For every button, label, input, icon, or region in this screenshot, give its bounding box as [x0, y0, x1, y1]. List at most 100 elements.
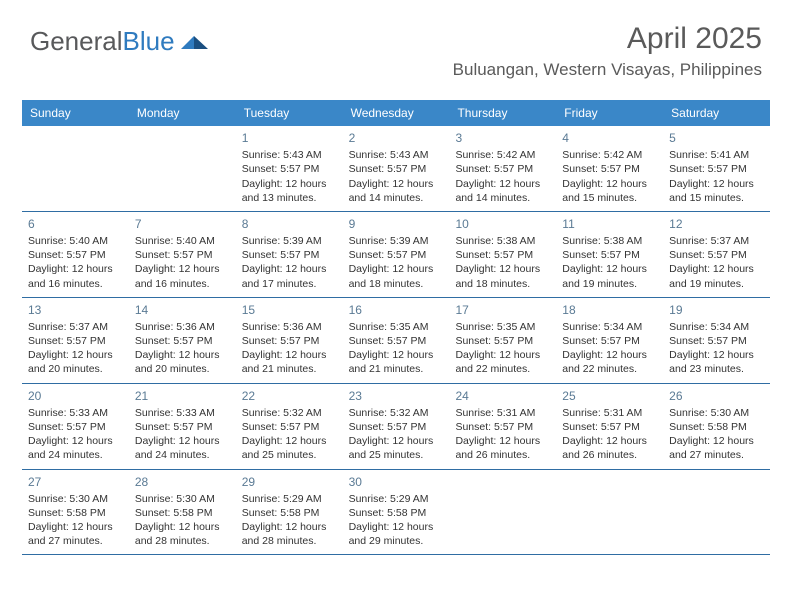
cell-line-daylight2: and 19 minutes. [562, 277, 657, 291]
day-cell: 1Sunrise: 5:43 AMSunset: 5:57 PMDaylight… [236, 126, 343, 211]
day-cell: 8Sunrise: 5:39 AMSunset: 5:57 PMDaylight… [236, 212, 343, 297]
empty-cell [663, 470, 770, 555]
cell-line-sunset: Sunset: 5:57 PM [562, 420, 657, 434]
day-header: Sunday [22, 100, 129, 126]
day-cell: 3Sunrise: 5:42 AMSunset: 5:57 PMDaylight… [449, 126, 556, 211]
day-number: 21 [135, 388, 230, 404]
cell-line-sunrise: Sunrise: 5:38 AM [562, 234, 657, 248]
cell-line-sunrise: Sunrise: 5:29 AM [242, 492, 337, 506]
day-cell: 19Sunrise: 5:34 AMSunset: 5:57 PMDayligh… [663, 298, 770, 383]
cell-line-sunset: Sunset: 5:57 PM [562, 162, 657, 176]
cell-line-daylight2: and 18 minutes. [455, 277, 550, 291]
cell-line-sunrise: Sunrise: 5:43 AM [242, 148, 337, 162]
cell-line-daylight2: and 13 minutes. [242, 191, 337, 205]
cell-line-daylight1: Daylight: 12 hours [242, 348, 337, 362]
week-row: 27Sunrise: 5:30 AMSunset: 5:58 PMDayligh… [22, 470, 770, 556]
cell-line-daylight2: and 24 minutes. [135, 448, 230, 462]
cell-line-sunset: Sunset: 5:57 PM [242, 420, 337, 434]
cell-line-daylight2: and 14 minutes. [349, 191, 444, 205]
cell-line-daylight2: and 20 minutes. [135, 362, 230, 376]
cell-line-daylight2: and 27 minutes. [669, 448, 764, 462]
cell-line-daylight1: Daylight: 12 hours [349, 520, 444, 534]
day-cell: 29Sunrise: 5:29 AMSunset: 5:58 PMDayligh… [236, 470, 343, 555]
cell-line-sunset: Sunset: 5:57 PM [455, 420, 550, 434]
cell-line-sunset: Sunset: 5:57 PM [242, 162, 337, 176]
location: Buluangan, Western Visayas, Philippines [453, 60, 762, 80]
cell-line-sunset: Sunset: 5:58 PM [349, 506, 444, 520]
day-number: 24 [455, 388, 550, 404]
cell-line-daylight2: and 21 minutes. [349, 362, 444, 376]
day-number: 20 [28, 388, 123, 404]
day-number: 10 [455, 216, 550, 232]
day-cell: 22Sunrise: 5:32 AMSunset: 5:57 PMDayligh… [236, 384, 343, 469]
cell-line-daylight1: Daylight: 12 hours [242, 262, 337, 276]
cell-line-sunset: Sunset: 5:57 PM [135, 248, 230, 262]
week-row: 20Sunrise: 5:33 AMSunset: 5:57 PMDayligh… [22, 384, 770, 470]
cell-line-daylight2: and 25 minutes. [242, 448, 337, 462]
cell-line-sunset: Sunset: 5:58 PM [135, 506, 230, 520]
day-number: 8 [242, 216, 337, 232]
day-number: 29 [242, 474, 337, 490]
cell-line-sunrise: Sunrise: 5:30 AM [135, 492, 230, 506]
cell-line-sunrise: Sunrise: 5:40 AM [28, 234, 123, 248]
day-cell: 16Sunrise: 5:35 AMSunset: 5:57 PMDayligh… [343, 298, 450, 383]
cell-line-sunset: Sunset: 5:57 PM [242, 248, 337, 262]
day-header: Monday [129, 100, 236, 126]
month-title: April 2025 [453, 22, 762, 56]
day-header: Friday [556, 100, 663, 126]
cell-line-daylight1: Daylight: 12 hours [135, 348, 230, 362]
cell-line-daylight2: and 22 minutes. [455, 362, 550, 376]
cell-line-daylight2: and 22 minutes. [562, 362, 657, 376]
day-number: 9 [349, 216, 444, 232]
day-cell: 6Sunrise: 5:40 AMSunset: 5:57 PMDaylight… [22, 212, 129, 297]
cell-line-sunset: Sunset: 5:58 PM [242, 506, 337, 520]
cell-line-daylight1: Daylight: 12 hours [28, 520, 123, 534]
cell-line-sunrise: Sunrise: 5:35 AM [455, 320, 550, 334]
cell-line-sunset: Sunset: 5:57 PM [669, 334, 764, 348]
day-number: 19 [669, 302, 764, 318]
cell-line-daylight1: Daylight: 12 hours [135, 262, 230, 276]
cell-line-daylight1: Daylight: 12 hours [562, 434, 657, 448]
cell-line-daylight1: Daylight: 12 hours [455, 177, 550, 191]
day-header: Saturday [663, 100, 770, 126]
cell-line-daylight1: Daylight: 12 hours [135, 520, 230, 534]
cell-line-sunrise: Sunrise: 5:34 AM [669, 320, 764, 334]
day-number: 4 [562, 130, 657, 146]
day-header-row: SundayMondayTuesdayWednesdayThursdayFrid… [22, 100, 770, 126]
cell-line-sunset: Sunset: 5:57 PM [455, 162, 550, 176]
day-number: 14 [135, 302, 230, 318]
cell-line-sunset: Sunset: 5:57 PM [242, 334, 337, 348]
week-row: 13Sunrise: 5:37 AMSunset: 5:57 PMDayligh… [22, 298, 770, 384]
cell-line-sunset: Sunset: 5:57 PM [562, 334, 657, 348]
day-number: 28 [135, 474, 230, 490]
cell-line-daylight2: and 28 minutes. [242, 534, 337, 548]
cell-line-sunset: Sunset: 5:58 PM [28, 506, 123, 520]
cell-line-sunrise: Sunrise: 5:41 AM [669, 148, 764, 162]
cell-line-daylight2: and 25 minutes. [349, 448, 444, 462]
cell-line-sunrise: Sunrise: 5:30 AM [669, 406, 764, 420]
cell-line-daylight2: and 16 minutes. [135, 277, 230, 291]
cell-line-daylight1: Daylight: 12 hours [28, 262, 123, 276]
day-cell: 11Sunrise: 5:38 AMSunset: 5:57 PMDayligh… [556, 212, 663, 297]
cell-line-daylight2: and 27 minutes. [28, 534, 123, 548]
day-cell: 26Sunrise: 5:30 AMSunset: 5:58 PMDayligh… [663, 384, 770, 469]
cell-line-sunset: Sunset: 5:57 PM [28, 420, 123, 434]
cell-line-daylight1: Daylight: 12 hours [455, 262, 550, 276]
cell-line-daylight1: Daylight: 12 hours [349, 348, 444, 362]
logo-icon [181, 26, 209, 57]
cell-line-sunset: Sunset: 5:57 PM [455, 334, 550, 348]
cell-line-sunset: Sunset: 5:57 PM [349, 420, 444, 434]
empty-cell [22, 126, 129, 211]
cell-line-daylight1: Daylight: 12 hours [349, 262, 444, 276]
cell-line-daylight2: and 15 minutes. [669, 191, 764, 205]
logo-text-gray: General [30, 26, 123, 57]
day-cell: 17Sunrise: 5:35 AMSunset: 5:57 PMDayligh… [449, 298, 556, 383]
cell-line-daylight2: and 14 minutes. [455, 191, 550, 205]
empty-cell [129, 126, 236, 211]
cell-line-sunrise: Sunrise: 5:30 AM [28, 492, 123, 506]
cell-line-daylight2: and 19 minutes. [669, 277, 764, 291]
day-cell: 13Sunrise: 5:37 AMSunset: 5:57 PMDayligh… [22, 298, 129, 383]
day-number: 26 [669, 388, 764, 404]
day-number: 23 [349, 388, 444, 404]
cell-line-sunrise: Sunrise: 5:36 AM [135, 320, 230, 334]
